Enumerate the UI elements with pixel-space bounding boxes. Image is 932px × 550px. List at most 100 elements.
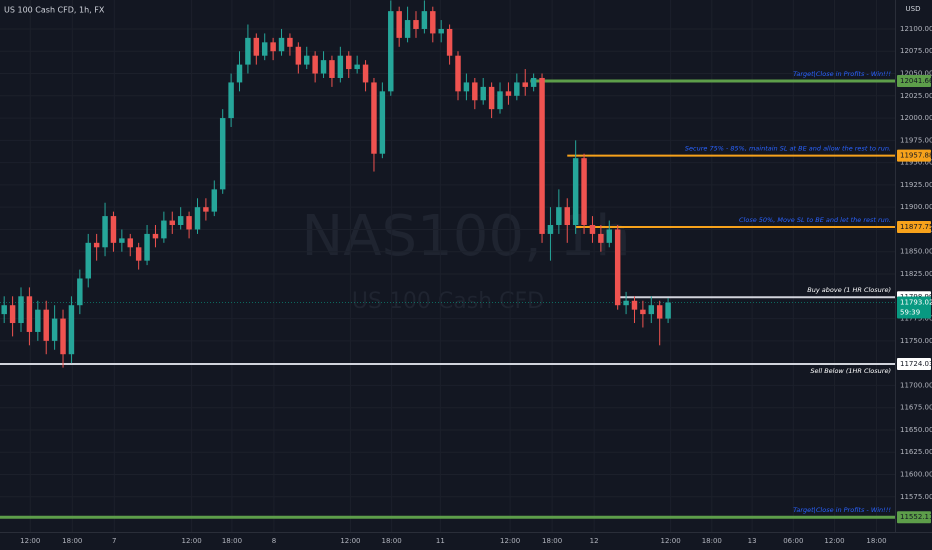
candle-body xyxy=(68,305,75,355)
x-tick-label: 7 xyxy=(112,537,116,545)
y-tick-label: 12050.00 xyxy=(900,70,932,78)
y-tick-label: 11600.00 xyxy=(900,471,932,479)
x-tick-label: 11 xyxy=(436,537,445,545)
x-tick-label: 06:00 xyxy=(783,537,803,545)
candle-body xyxy=(119,238,125,243)
y-tick-label: 11975.00 xyxy=(900,136,932,144)
candle-body xyxy=(211,189,218,212)
candle-body xyxy=(379,91,386,154)
candle-body xyxy=(337,55,344,78)
candle-body xyxy=(354,64,360,70)
candle-body xyxy=(304,55,310,65)
candle-body xyxy=(665,302,671,319)
candle-body xyxy=(186,216,192,230)
candle-body xyxy=(581,158,587,226)
y-tick-label: 11575.00 xyxy=(900,493,932,501)
x-tick-label: 12:00 xyxy=(661,537,681,545)
x-tick-label: 12:00 xyxy=(20,537,40,545)
candle-body xyxy=(203,207,209,212)
y-tick-label: 12100.00 xyxy=(900,25,932,33)
x-tick-label: 12:00 xyxy=(500,537,520,545)
candle-body xyxy=(455,55,461,92)
y-tick-label: 11625.00 xyxy=(900,448,932,456)
candle-body xyxy=(18,296,24,324)
candle-body xyxy=(169,220,176,226)
y-tick-label: 11675.00 xyxy=(900,404,932,412)
candle-body xyxy=(656,305,663,319)
candle-body xyxy=(295,46,302,65)
candle-body xyxy=(261,42,268,56)
currency: USD xyxy=(906,5,921,13)
candle-body xyxy=(505,91,512,96)
grid xyxy=(0,0,895,532)
price-tag xyxy=(897,511,931,524)
candle-body xyxy=(127,238,133,248)
x-tick-label: 12:00 xyxy=(824,537,844,545)
candle-body xyxy=(329,60,335,78)
candle-body xyxy=(497,91,503,110)
candle-body xyxy=(43,309,49,341)
level-label: Close 50%, Move SL to BE and let the res… xyxy=(739,216,891,224)
last-price-text: 11793.02 xyxy=(900,299,932,307)
candle-body xyxy=(472,82,478,101)
candle-body xyxy=(539,77,545,234)
y-tick-label: 11750.00 xyxy=(900,337,932,345)
candle-body xyxy=(346,55,352,70)
price-tag xyxy=(897,221,931,234)
candle-body xyxy=(438,28,444,34)
candle-body xyxy=(102,216,108,248)
candle-body xyxy=(135,247,142,261)
price-tag xyxy=(897,357,931,370)
candle-body xyxy=(589,225,596,234)
x-tick-label: 13 xyxy=(748,537,757,545)
candle-body xyxy=(480,86,486,101)
candle-body xyxy=(421,11,428,29)
candle-body xyxy=(51,318,58,341)
candle-body xyxy=(371,82,377,154)
candle-body xyxy=(463,82,470,92)
candle-body xyxy=(388,11,394,92)
candle-body xyxy=(85,242,91,279)
x-tick-label: 18:00 xyxy=(222,537,242,545)
candle-body xyxy=(312,55,318,74)
watermark-subtitle: US 100 Cash CFD xyxy=(352,289,544,314)
axes: 12100.00 12075.00 12050.00 12025.00 12000.00… xyxy=(20,25,932,545)
x-tick-label: 12:00 xyxy=(340,537,360,545)
x-tick-label: 8 xyxy=(272,537,276,545)
price-tag-text: 11552.11 xyxy=(900,513,932,521)
candle-body xyxy=(430,11,436,34)
price-tag-text: 11957.88 xyxy=(900,152,932,160)
price-tag-text: 11877.75 xyxy=(900,223,932,231)
candle-body xyxy=(152,233,159,239)
y-tick-label: 11775.00 xyxy=(900,315,932,323)
y-tick-label: 12000.00 xyxy=(900,114,932,122)
candle-body xyxy=(236,64,243,83)
candle-body xyxy=(556,207,562,226)
candle-body xyxy=(488,86,495,110)
candle-body xyxy=(35,309,41,332)
price-tag-text: 11724.03 xyxy=(900,360,932,368)
x-tick-label: 12 xyxy=(590,537,599,545)
candle-body xyxy=(614,229,621,306)
candle-body xyxy=(245,37,251,65)
y-tick-label: 11825.00 xyxy=(900,270,932,278)
candle-body xyxy=(522,82,528,87)
candle-body xyxy=(253,37,260,56)
y-tick-label: 11850.00 xyxy=(900,248,932,256)
y-tick-label: 11950.00 xyxy=(900,159,932,167)
candle-body xyxy=(446,28,453,56)
level-label: Target|Close in Profits - Win!!! xyxy=(793,506,891,514)
candle-body xyxy=(77,278,83,306)
countdown: 59:39 xyxy=(900,309,920,317)
x-tick-label: 18:00 xyxy=(702,537,722,545)
y-tick-label: 12075.00 xyxy=(900,47,932,55)
y-tick-label: 11700.00 xyxy=(900,381,932,389)
candle-body xyxy=(631,300,638,310)
candle-body xyxy=(26,296,33,332)
candle-body xyxy=(110,216,117,243)
candle-body xyxy=(194,207,201,230)
candle-body xyxy=(1,305,7,315)
price-tag xyxy=(897,149,931,162)
